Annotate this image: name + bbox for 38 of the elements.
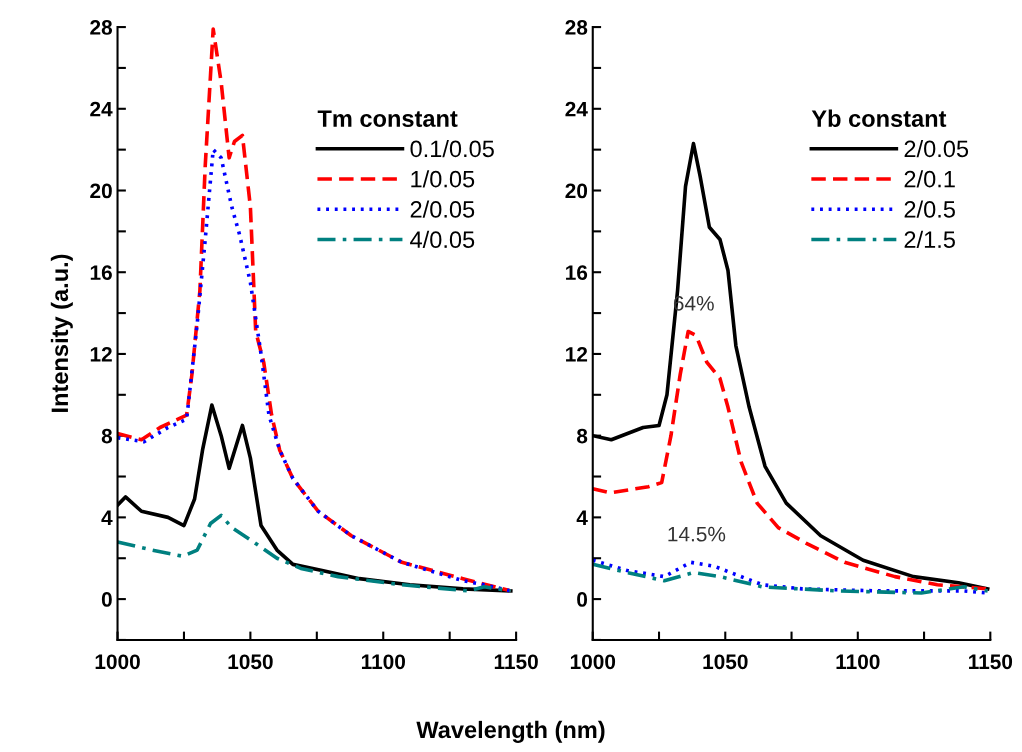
x-tick-label: 1050 bbox=[703, 654, 748, 670]
y-tick-label: 4 bbox=[101, 510, 113, 525]
y-tick-label: 28 bbox=[565, 20, 588, 35]
x-tick-label: 1150 bbox=[494, 654, 538, 670]
legend-label: 2/1.5 bbox=[904, 230, 955, 249]
line-series bbox=[117, 513, 513, 593]
x-tick-label: 1100 bbox=[836, 654, 880, 670]
y-tick-label: 12 bbox=[90, 346, 112, 362]
y-tick-label: 8 bbox=[576, 428, 588, 444]
y-tick-label: 16 bbox=[566, 265, 588, 280]
x-tick-label: 1000 bbox=[570, 654, 616, 670]
legend-title: Yb constant bbox=[811, 109, 947, 127]
y-tick-label: 4 bbox=[576, 510, 588, 525]
annotation: 14.5% bbox=[668, 526, 726, 542]
y-tick-label: 12 bbox=[566, 346, 588, 362]
x-tick-label: 1150 bbox=[969, 654, 1013, 670]
x-tick-label: 1100 bbox=[361, 654, 405, 670]
y-tick-label: 20 bbox=[565, 183, 588, 199]
y-tick-label: 0 bbox=[101, 592, 112, 607]
legend-label: 0.1/0.05 bbox=[410, 139, 494, 158]
legend-label: 2/0.1 bbox=[904, 170, 955, 188]
y-tick-label: 16 bbox=[90, 265, 112, 280]
legend-label: 2/0.5 bbox=[904, 200, 955, 218]
y-tick-label: 20 bbox=[90, 183, 112, 199]
y-tick-label: 24 bbox=[90, 101, 113, 117]
y-tick-label: 0 bbox=[577, 592, 588, 607]
y-tick-label: 28 bbox=[90, 20, 113, 35]
legend-title: Tm constant bbox=[317, 110, 458, 127]
legend-label: 2/0.05 bbox=[410, 200, 475, 218]
y-tick-label: 8 bbox=[101, 428, 113, 444]
legend-label: 1/0.05 bbox=[411, 170, 475, 188]
legend-label: 2/0.05 bbox=[904, 139, 969, 158]
x-tick-label: 1000 bbox=[95, 654, 140, 670]
x-axis-title: Wavelength (nm) bbox=[416, 720, 605, 743]
y-tick-label: 24 bbox=[565, 101, 588, 117]
legend-label: 4/0.05 bbox=[410, 230, 475, 249]
y-axis-title: Intensity (a.u.) bbox=[50, 254, 73, 412]
x-tick-label: 1050 bbox=[228, 654, 273, 670]
